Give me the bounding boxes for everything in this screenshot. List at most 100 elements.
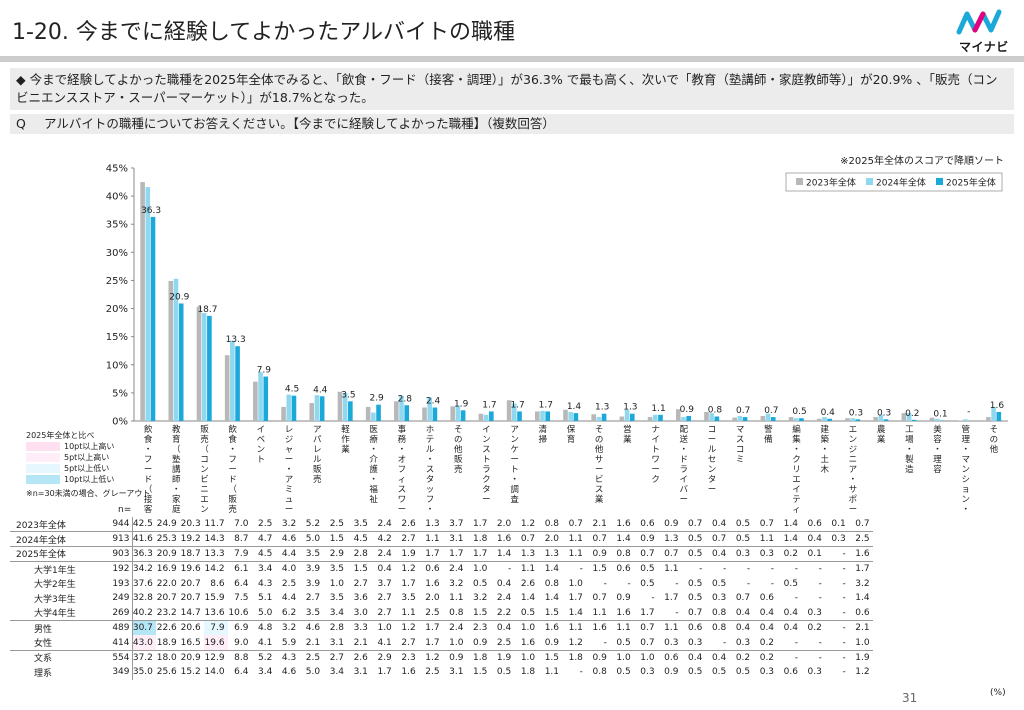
category-label: タ [426, 475, 435, 485]
table-cell: 2.0 [425, 593, 440, 604]
category-label: ア [510, 425, 519, 435]
category-label: イ [680, 475, 689, 485]
category-label: ド [228, 475, 237, 485]
table-cell: 2.7 [353, 578, 368, 589]
table-cell: 0.5 [640, 578, 655, 589]
data-label-2025: 0.7 [764, 406, 778, 416]
table-cell: 0.4 [729, 620, 754, 636]
data-label-2025: 1.9 [454, 399, 469, 409]
table-cell: 4.8 [251, 620, 276, 636]
highlight-legend-label: 10pt以上高い [64, 442, 115, 451]
table-cell: 0.5 [633, 560, 658, 577]
row-label: 2025年全体 [10, 546, 106, 562]
bar-2023 [901, 413, 907, 421]
data-label-2025: 36.3 [141, 206, 161, 216]
bar-2025 [432, 407, 438, 421]
table-row: 理系 349 35.0 25.6 15.2 14.0 6.4 3.4 4.6 5.0 3.4 3.1 1… [10, 664, 873, 680]
table-cell: 0.9 [585, 649, 610, 665]
data-label-2025: 0.4 [821, 408, 836, 418]
table-cell: 30.7 [132, 620, 156, 636]
table-cell: 0.7 [514, 531, 539, 547]
table-cell: 0.7 [705, 531, 730, 547]
table-cell: - [746, 578, 751, 589]
table-cell: 0.7 [688, 607, 703, 618]
bar-2024 [850, 418, 855, 421]
table-cell: 0.4 [705, 546, 730, 562]
table-cell: 1.7 [442, 546, 467, 562]
category-label: 保 [567, 424, 576, 435]
table-cell: 2.5 [258, 519, 273, 530]
table-cell: 0.7 [633, 546, 658, 562]
table-cell: 1.1 [514, 560, 539, 577]
highlight-swatch [26, 475, 60, 484]
category-label: ト [510, 465, 519, 475]
bar-2023 [957, 420, 963, 421]
highlight-legend-label: 10pt以上低い [64, 475, 115, 484]
table-cell: 2.9 [323, 546, 348, 562]
table-cell: 0.8 [711, 607, 727, 618]
table-cell: 0.7 [585, 531, 610, 547]
table-cell: 4.0 [275, 560, 300, 577]
table-cell: 0.8 [449, 607, 464, 618]
table-cell: 0.3 [824, 531, 849, 547]
table-cell: 10.6 [228, 607, 249, 618]
table-cell: 14.0 [204, 667, 225, 678]
row-n: 913 [106, 531, 133, 547]
table-cell: 2.4 [496, 593, 512, 604]
table-cell: 40.2 [132, 607, 153, 618]
bar-2023 [140, 182, 145, 421]
category-label: 警 [764, 424, 773, 435]
table-cell: 0.5 [735, 667, 751, 678]
table-cell: 3.5 [299, 546, 324, 562]
bar-2024 [822, 417, 827, 421]
highlight-legend-item: 10pt以上低い [26, 474, 150, 485]
table-cell: 2.5 [299, 649, 324, 665]
category-label: 集 [792, 434, 801, 445]
table-cell: 1.5 [473, 667, 488, 678]
question-text: アルバイトの職種についてお答えください。【今までに経験してよかった職種】（複数回… [44, 116, 555, 131]
row-label: 大学4年生 [34, 609, 76, 620]
highlight-legend: 2025年全体と比べ 10pt以上高い 5pt以上高い 5pt以上低い 10pt以上低… [26, 430, 150, 499]
bar-2024 [596, 417, 602, 421]
table-cell: 16.9 [155, 560, 180, 577]
bar-2025 [263, 376, 269, 421]
table-cell: - [777, 649, 801, 665]
table-cell: 1.5 [544, 607, 560, 618]
category-label: ・ [426, 455, 435, 465]
bar-2024 [371, 412, 376, 421]
table-cell: 2.4 [442, 560, 467, 577]
category-label: オ [398, 455, 407, 465]
bar-2024 [145, 187, 151, 421]
category-label: ー [849, 505, 858, 515]
row-label: 女性 [34, 639, 53, 650]
category-label: 祉 [369, 494, 378, 505]
table-cell: 5.0 [305, 667, 321, 678]
category-label: ワ [651, 455, 660, 465]
y-tick-label: 0% [112, 417, 128, 428]
table-cell: 6.2 [281, 607, 297, 618]
legend-frame [785, 172, 1003, 192]
category-label: ョ [961, 485, 970, 495]
table-cell: 3.1 [442, 531, 467, 547]
category-label: ト [651, 445, 660, 455]
row-n: 192 [106, 560, 133, 577]
table-cell: 2.1 [592, 519, 607, 530]
table-cell: 1.3 [425, 519, 440, 530]
category-label: ・ [369, 475, 378, 485]
bar-2024 [568, 412, 573, 421]
category-label: ・ [792, 445, 801, 455]
category-label: 業 [877, 434, 886, 445]
table-cell: - [603, 578, 607, 589]
category-label: 事 [398, 424, 407, 435]
table-cell: 1.1 [609, 620, 634, 636]
row-n: 249 [106, 590, 133, 606]
table-cell: 0.7 [640, 637, 655, 648]
table-cell: 1.8 [520, 667, 536, 678]
category-label: 編 [792, 424, 801, 435]
bar-2025 [235, 346, 240, 421]
table-cell: 0.5 [473, 578, 488, 589]
table-cell: 1.1 [592, 607, 607, 618]
bar-2025 [517, 411, 522, 421]
table-cell: 3.2 [855, 578, 870, 589]
category-label: フ [144, 455, 153, 465]
